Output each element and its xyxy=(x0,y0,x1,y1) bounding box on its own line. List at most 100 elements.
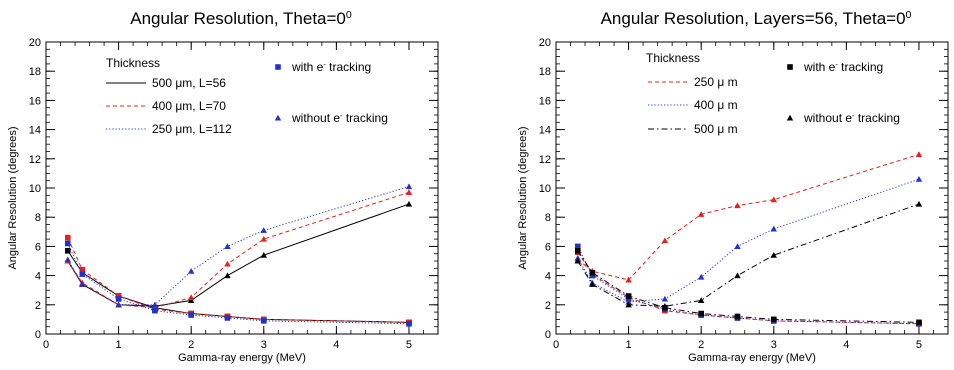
data-point-without-tracking xyxy=(187,294,195,301)
data-point-without-tracking xyxy=(224,260,231,267)
legend-without-tracking: without e- tracking xyxy=(803,111,900,126)
data-point-with-tracking xyxy=(79,266,86,273)
data-point-without-tracking xyxy=(734,272,741,279)
data-point-without-tracking xyxy=(260,251,267,258)
series-line-without-1 xyxy=(577,153,920,281)
legend-with-tracking: with e- tracking xyxy=(291,60,371,75)
y-tick-label: 12 xyxy=(539,154,551,166)
data-point-without-tracking xyxy=(151,301,159,308)
legend-square-marker xyxy=(787,64,793,70)
legend-entry: 250 μ m xyxy=(694,75,738,89)
data-point-without-tracking xyxy=(224,243,231,249)
data-point-with-tracking xyxy=(589,269,596,276)
legend-with-tracking: with e- tracking xyxy=(803,60,883,75)
data-point-without-tracking xyxy=(915,176,923,182)
series-line-without-3 xyxy=(577,203,920,307)
data-point-without-tracking xyxy=(405,189,413,195)
x-tick-label: 5 xyxy=(406,339,412,351)
y-tick-label: 20 xyxy=(29,37,41,49)
legend-entry: 400 μm, L=70 xyxy=(152,99,226,113)
y-tick-label: 6 xyxy=(545,241,551,253)
y-tick-label: 8 xyxy=(545,212,551,224)
data-point-without-tracking xyxy=(770,196,777,203)
y-tick-label: 2 xyxy=(35,300,41,312)
x-tick-label: 1 xyxy=(116,339,122,351)
series-line-with-3 xyxy=(577,250,919,323)
data-point-without-tracking xyxy=(697,297,705,303)
right-chart-panel: Angular Resolution, Layers=56, Theta=00 0… xyxy=(517,9,949,364)
series-line-with-1 xyxy=(67,250,409,323)
data-point-with-tracking xyxy=(115,296,122,302)
data-point-with-tracking xyxy=(64,240,71,247)
plot-frame xyxy=(555,41,949,335)
data-point-with-tracking xyxy=(574,243,581,250)
data-point-without-tracking xyxy=(187,297,195,303)
data-point-without-tracking xyxy=(625,298,632,305)
series-line-with-3 xyxy=(67,243,409,325)
data-point-without-tracking xyxy=(64,256,71,263)
data-point-without-tracking xyxy=(79,281,86,287)
data-point-without-tracking xyxy=(224,272,231,279)
data-point-with-tracking xyxy=(188,312,194,318)
legend-entry: 500 μ m xyxy=(694,122,738,136)
data-point-with-tracking xyxy=(589,272,596,279)
data-point-with-tracking xyxy=(625,293,632,299)
y-tick-label: 10 xyxy=(29,183,41,195)
legend-without-tracking: without e- tracking xyxy=(291,111,388,126)
y-tick-label: 4 xyxy=(545,271,551,283)
data-point-with-tracking xyxy=(115,293,122,299)
data-point-without-tracking xyxy=(574,254,581,261)
data-point-with-tracking xyxy=(574,247,581,254)
plot-frame xyxy=(45,41,439,335)
y-tick-label: 8 xyxy=(35,212,41,224)
data-point-without-tracking xyxy=(405,200,413,207)
x-tick-label: 2 xyxy=(698,339,704,351)
data-point-without-tracking xyxy=(661,295,669,302)
y-tick-label: 6 xyxy=(35,241,41,253)
series-line-without-2 xyxy=(577,178,920,303)
data-point-with-tracking xyxy=(770,316,777,323)
x-axis-label: Gamma-ray energy (MeV) xyxy=(688,352,816,364)
legend-entry: 500 μm, L=56 xyxy=(152,76,226,90)
x-tick-label: 1 xyxy=(626,339,632,351)
data-point-with-tracking xyxy=(64,234,71,241)
y-tick-label: 20 xyxy=(539,37,551,49)
data-point-without-tracking xyxy=(115,301,122,308)
legend-square-marker xyxy=(275,64,281,70)
series-line-with-1 xyxy=(577,251,919,325)
x-tick-label: 4 xyxy=(333,339,339,351)
data-point-without-tracking xyxy=(661,303,669,309)
data-point-without-tracking xyxy=(770,225,777,232)
legend-title: Thickness xyxy=(106,56,160,70)
y-tick-label: 18 xyxy=(29,66,41,78)
series-line-without-3 xyxy=(67,186,410,306)
x-tick-label: 0 xyxy=(43,339,49,351)
legend-triangle-marker xyxy=(786,114,794,121)
y-axis-label: Angular Resolution (degrees) xyxy=(7,126,19,269)
x-axis-label: Gamma-ray energy (MeV) xyxy=(178,352,306,364)
data-point-with-tracking xyxy=(79,271,86,277)
y-tick-label: 0 xyxy=(35,329,41,341)
left-chart-panel: Angular Resolution, Theta=000 1 2 3 4 5024681… xyxy=(7,9,439,364)
data-point-without-tracking xyxy=(625,301,632,308)
y-tick-label: 14 xyxy=(539,125,551,137)
data-point-without-tracking xyxy=(915,151,923,157)
series-line-with-2 xyxy=(67,237,409,323)
y-tick-label: 2 xyxy=(545,300,551,312)
data-point-with-tracking xyxy=(64,247,71,254)
data-point-without-tracking xyxy=(405,183,413,190)
data-point-without-tracking xyxy=(625,276,632,283)
y-tick-label: 4 xyxy=(35,271,41,283)
chart-title: Angular Resolution, Theta=00 xyxy=(130,9,352,28)
data-point-with-tracking xyxy=(916,319,922,326)
y-tick-label: 14 xyxy=(29,125,41,137)
data-point-without-tracking xyxy=(697,211,705,217)
x-tick-label: 5 xyxy=(916,339,922,351)
data-point-without-tracking xyxy=(915,200,923,207)
data-point-without-tracking xyxy=(697,273,705,280)
y-tick-label: 16 xyxy=(29,95,41,107)
data-point-with-tracking xyxy=(406,320,412,327)
y-tick-label: 12 xyxy=(29,154,41,166)
x-tick-label: 0 xyxy=(553,339,559,351)
